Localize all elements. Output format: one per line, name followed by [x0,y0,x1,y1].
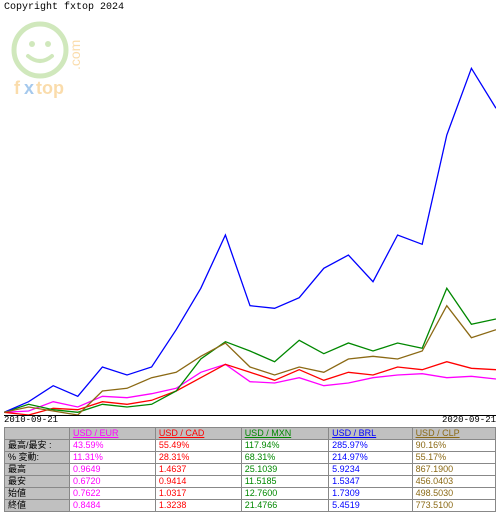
row-label: 始値 [5,488,70,500]
copyright-text: Copyright fxtop 2024 [4,2,124,13]
table-cell: 25.1039 [241,464,328,476]
column-header[interactable]: USD / EUR [70,428,156,440]
row-label: 最高/最安 : [5,440,70,452]
column-header[interactable]: USD / CAD [155,428,241,440]
table-cell: 68.31% [241,452,328,464]
series-usd-brl [4,68,496,412]
table-cell: 55.17% [412,452,495,464]
table-cell: 55.49% [155,440,241,452]
table-corner [5,428,70,440]
table-cell: 1.7309 [329,488,412,500]
table-cell: 117.94% [241,440,328,452]
series-usd-clp [4,306,496,415]
row-label: 最安 [5,476,70,488]
table-cell: 0.6720 [70,476,156,488]
table-cell: 11.31% [70,452,156,464]
table-cell: 773.5100 [412,500,495,512]
table-cell: 1.5347 [329,476,412,488]
table-cell: 0.9414 [155,476,241,488]
series-usd-eur [4,364,496,412]
table-cell: 90.16% [412,440,495,452]
table-cell: 21.4766 [241,500,328,512]
x-axis-start: 2010-09-21 [4,415,58,425]
line-chart [4,15,496,416]
row-label: 終値 [5,500,70,512]
table-cell: 5.9234 [329,464,412,476]
table-cell: 11.5185 [241,476,328,488]
x-axis-end: 2020-09-21 [442,415,496,425]
table-cell: 456.0403 [412,476,495,488]
table-cell: 0.8484 [70,500,156,512]
row-label: % 変動: [5,452,70,464]
table-cell: 867.1900 [412,464,495,476]
table-cell: 43.59% [70,440,156,452]
table-cell: 1.4637 [155,464,241,476]
table-cell: 28.31% [155,452,241,464]
table-cell: 0.7622 [70,488,156,500]
table-cell: 1.3238 [155,500,241,512]
table-cell: 1.0317 [155,488,241,500]
table-cell: 498.5030 [412,488,495,500]
row-label: 最高 [5,464,70,476]
table-cell: 5.4519 [329,500,412,512]
table-cell: 214.97% [329,452,412,464]
table-cell: 0.9649 [70,464,156,476]
table-cell: 285.97% [329,440,412,452]
column-header[interactable]: USD / MXN [241,428,328,440]
column-header[interactable]: USD / BRL [329,428,412,440]
currency-data-table: USD / EURUSD / CADUSD / MXNUSD / BRLUSD … [4,427,496,512]
table-cell: 12.7600 [241,488,328,500]
column-header[interactable]: USD / CLP [412,428,495,440]
